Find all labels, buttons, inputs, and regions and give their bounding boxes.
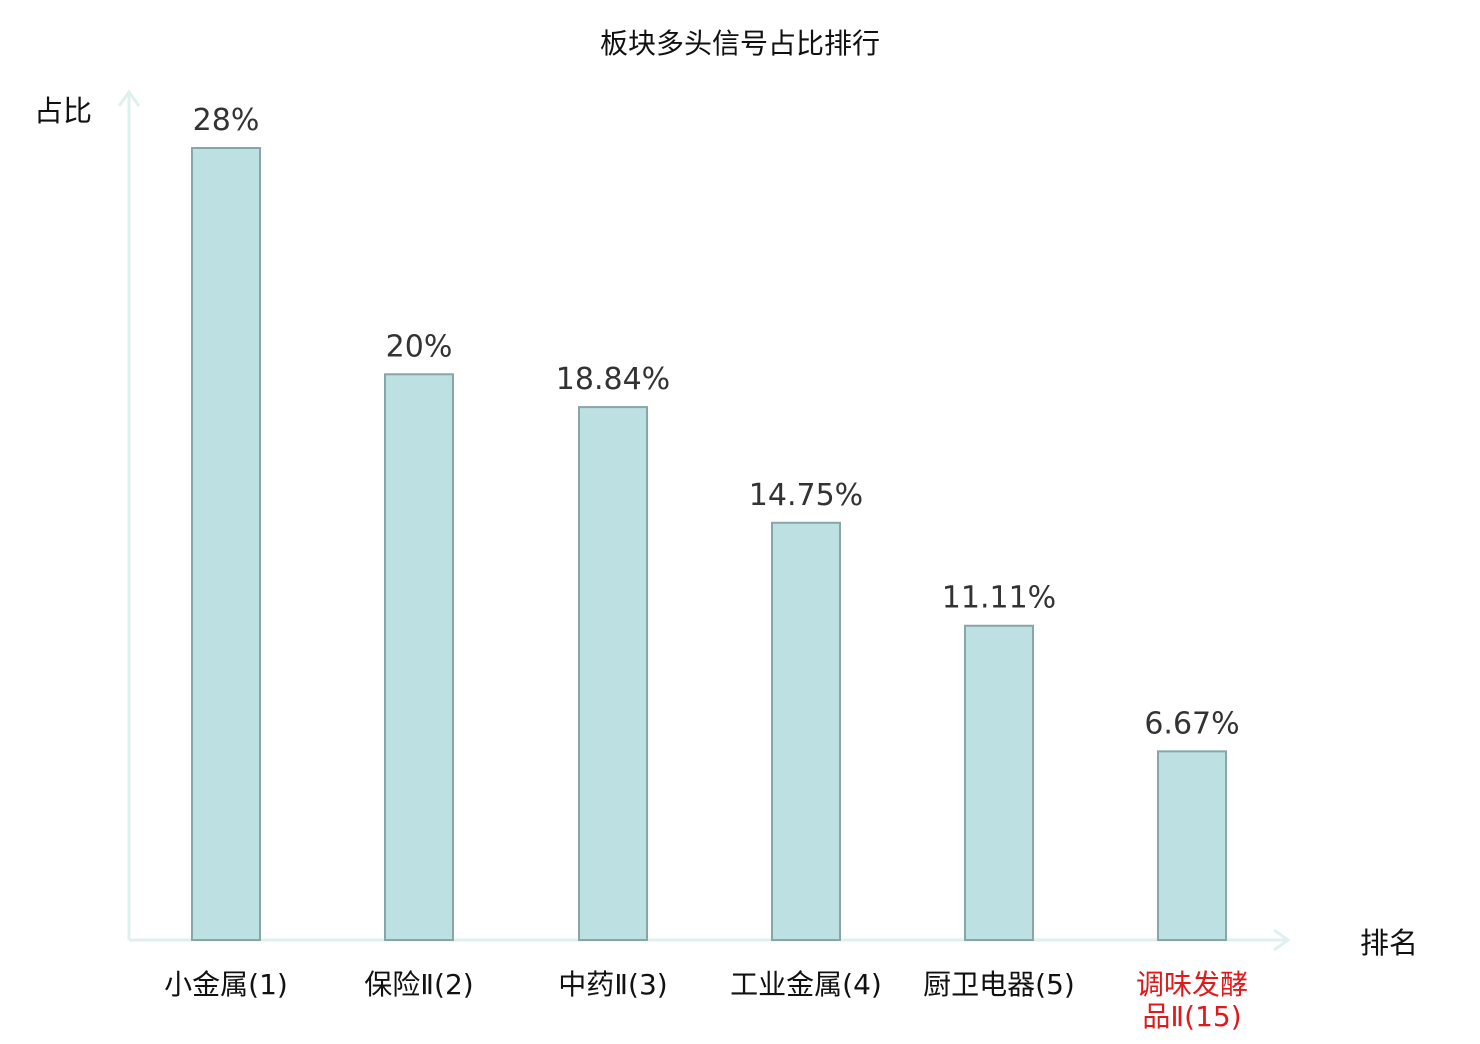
bar-value-label: 20%	[386, 329, 453, 364]
bar	[384, 373, 454, 941]
bar-value-label: 18.84%	[556, 362, 670, 397]
x-tick-label: 厨卫电器(5)	[923, 968, 1075, 1001]
x-tick-label-line: 中药Ⅱ(3)	[558, 968, 667, 1001]
x-tick-label: 小金属(1)	[164, 968, 288, 1001]
x-tick-label-line: 厨卫电器(5)	[923, 968, 1075, 1001]
bar-value-label: 14.75%	[749, 478, 863, 513]
bar	[191, 147, 261, 941]
x-axis-label: 排名	[1360, 926, 1418, 960]
x-tick-label-line: 品Ⅱ(15)	[1142, 1000, 1241, 1033]
x-axis-arrow	[1273, 928, 1291, 952]
x-tick-label-line: 小金属(1)	[164, 968, 288, 1001]
x-tick-label: 中药Ⅱ(3)	[558, 968, 667, 1001]
x-tick-label-line: 调味发酵	[1136, 968, 1248, 1001]
x-tick-label-line: 保险Ⅱ(2)	[364, 968, 473, 1001]
bar	[771, 521, 841, 941]
bar	[1157, 750, 1227, 941]
bars	[191, 147, 1227, 941]
bar-value-label: 11.11%	[942, 581, 1056, 616]
value-labels: 28% 20% 18.84% 14.75% 11.11% 6.67%	[193, 103, 1240, 741]
x-tick-label-line: 工业金属(4)	[730, 968, 882, 1001]
x-tick-label: 工业金属(4)	[730, 968, 882, 1001]
bar-value-label: 28%	[193, 103, 260, 138]
bar-value-label: 6.67%	[1144, 706, 1239, 741]
y-axis-label: 占比	[34, 94, 92, 128]
bar	[964, 624, 1034, 941]
x-tick-labels: 小金属(1) 保险Ⅱ(2) 中药Ⅱ(3) 工业金属(4) 厨卫电器(5) 调味发酵品Ⅱ(1…	[164, 968, 1248, 1033]
bar	[578, 406, 648, 941]
x-tick-label: 保险Ⅱ(2)	[364, 968, 473, 1001]
y-axis-arrow	[117, 89, 141, 107]
chart-title: 板块多头信号占比排行	[600, 27, 880, 60]
axes	[117, 89, 1291, 952]
x-tick-label: 调味发酵品Ⅱ(15)	[1136, 968, 1248, 1033]
